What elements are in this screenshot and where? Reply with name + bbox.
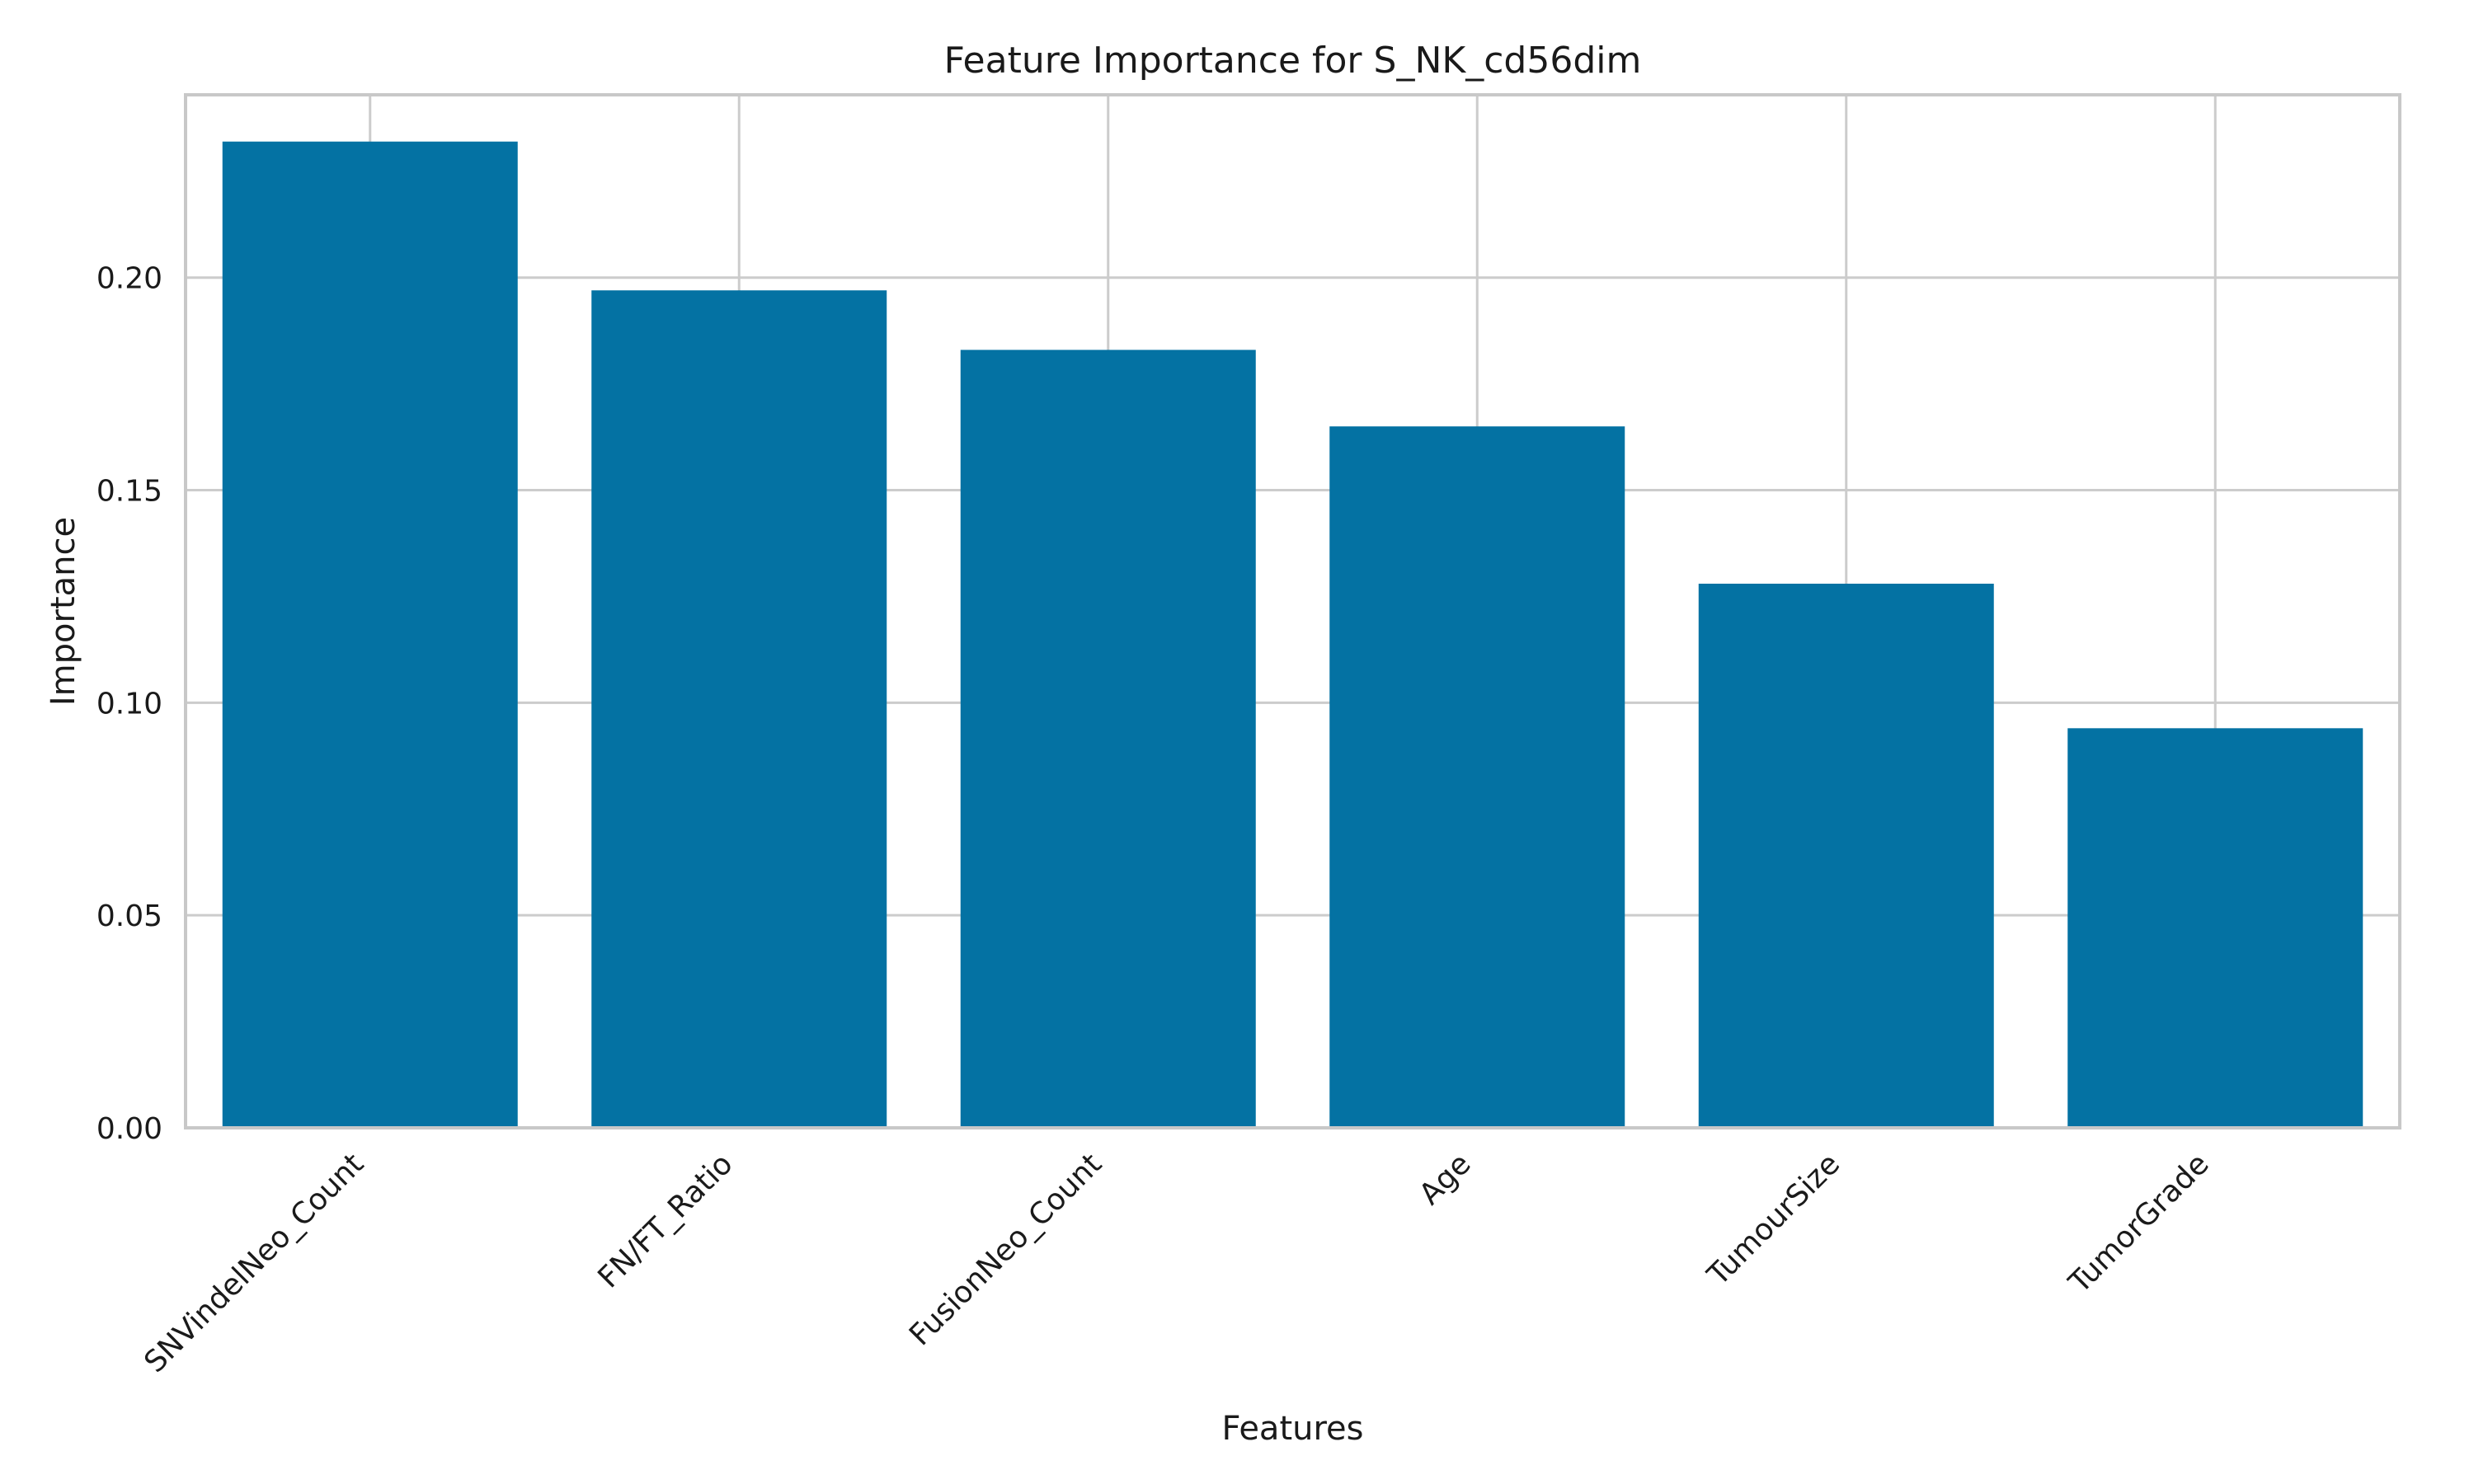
- y-tick-label: 0.20: [96, 262, 162, 296]
- y-tick-label: 0.05: [96, 899, 162, 933]
- x-tick-label: SNVindelNeo_Count: [138, 1147, 370, 1379]
- plot-frame: [184, 93, 2401, 1129]
- chart-title: Feature Importance for S_NK_cd56dim: [944, 40, 1642, 82]
- y-axis-label: Importance: [45, 517, 82, 706]
- bar-fn-ft-ratio: [591, 290, 887, 1128]
- x-tick-label: TumourSize: [1700, 1147, 1846, 1293]
- bar-age: [1329, 426, 1625, 1128]
- y-tick-label: 0.15: [96, 475, 162, 509]
- y-tick-labels: 0.00 0.05 0.10 0.15 0.20: [96, 262, 162, 1146]
- y-tick-label: 0.00: [96, 1112, 162, 1146]
- x-tick-label: FusionNeo_Count: [903, 1147, 1108, 1352]
- y-tick-label: 0.10: [96, 687, 162, 721]
- x-tick-label: Age: [1413, 1147, 1477, 1211]
- x-tick-labels: SNVindelNeo_Count FN/FT_Ratio FusionNeo_Co…: [138, 1147, 2215, 1379]
- bar-fusionneo-count: [960, 350, 1256, 1129]
- bars-layer: [222, 141, 2363, 1129]
- x-tick-label: TumorGrade: [2062, 1147, 2216, 1300]
- bar-snvindelneo-count: [222, 141, 518, 1128]
- x-axis-label: Features: [1222, 1410, 1364, 1448]
- bar-tumoursize: [1698, 583, 1994, 1128]
- x-tick-label: FN/FT_Ratio: [592, 1147, 740, 1294]
- bar-tumorgrade: [2067, 728, 2363, 1128]
